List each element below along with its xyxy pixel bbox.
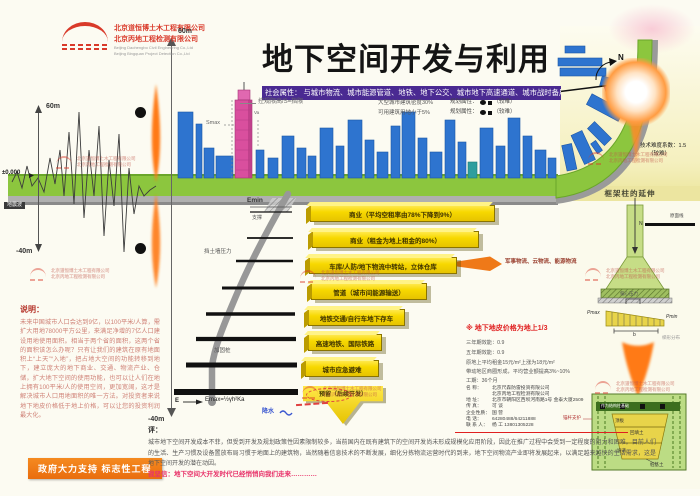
rating-box-icon	[487, 110, 492, 115]
city-buildings	[177, 111, 557, 179]
econ-title: ※ 地下地皮价格为地上1/3	[466, 325, 548, 332]
backfill-label: 回填土	[630, 430, 644, 435]
b-dim-label: b	[633, 332, 636, 338]
axis-center-top: 60m	[178, 28, 193, 35]
planning-rating-2: 规划属性： （较难）	[450, 109, 516, 116]
econ-line-5: 工期：36个月	[466, 378, 498, 384]
page-title: 地下空间开发与利用	[262, 42, 550, 77]
load-flame	[622, 342, 654, 397]
subtitle-bar: 社会属性： 与城市物流、城市能源管道、地铁、地下公交、城市地下高速通道、城市战时…	[262, 86, 561, 100]
red-divider	[455, 432, 628, 433]
plan-note-label: 作为结构柱基础	[601, 403, 629, 408]
dewater-wave-icon	[279, 410, 293, 416]
logistics-note: 军事物流、云物流、能源物流	[505, 259, 577, 265]
comment-title: 评：	[148, 427, 162, 434]
econ-line-3: 原地上平均租金15元/m²上涨为18元/m²	[466, 360, 555, 366]
difficulty-note-2: （较难）	[648, 151, 671, 157]
distribution-label: 梯形分布	[662, 335, 680, 340]
reinforce-label: 加固桩	[214, 348, 231, 354]
axis-left-zero: ±0.000	[2, 170, 21, 176]
emin-label: Emin	[247, 197, 263, 204]
emax-formula: Emax=½γh²Ka	[205, 397, 245, 403]
rating-dot-icon	[479, 110, 486, 116]
panel-header-label: 框架柱的延伸	[604, 189, 656, 198]
company-name-cn1: 北京道恒博土木工程有限公司	[114, 25, 205, 32]
ramp-label: 坡道	[617, 448, 626, 453]
plan-diagram	[583, 393, 687, 471]
e-arrow	[183, 399, 203, 405]
pile-label: 桩基土	[650, 462, 664, 467]
density-note: 大型城市建筑密度30%	[378, 100, 434, 106]
comment-body: 城市地下空间开发成本不菲，但受到开发及规划政策性因素限制较多，当前国内在既有建筑…	[148, 440, 656, 467]
guide-lines	[224, 100, 259, 178]
pmin-label: Pmin	[666, 314, 678, 320]
planning-rating-1: 规划属性： （较难）	[450, 99, 516, 106]
axis-center-bottom: -40m	[148, 416, 165, 423]
smax-label: Smax	[206, 120, 221, 126]
company-names: 北京道恒博土木工程有限公司 北京丙地工程检测有限公司 Beijing Daohe…	[114, 24, 205, 57]
econ-marker-icon: ※	[466, 325, 473, 332]
footing-diagram	[597, 198, 695, 304]
eccentric-label: 偏心压力	[620, 291, 638, 296]
econ-line-2: 五年期效能：0.9	[466, 350, 505, 356]
company-logo	[62, 22, 108, 50]
rating-dot-icon	[479, 100, 486, 106]
bar-emergency-shelter: 城市应急避难	[305, 360, 379, 377]
government-banner: 政府大力支持 标志性工程	[28, 458, 162, 479]
pmax-label: Pmax	[587, 310, 600, 316]
logo-arc-icon	[62, 22, 108, 42]
seismic-label: 地震波	[4, 202, 26, 209]
leader-line	[240, 103, 256, 104]
retaining-wall	[208, 190, 296, 406]
econ-line-4: 带动地区商圈形成，平均营业额提高3%~10%	[466, 369, 570, 375]
settlement-badge-icon	[135, 243, 146, 254]
slab-label: 顶板	[615, 418, 624, 423]
pink-tower	[234, 82, 253, 179]
uplift-flames	[151, 84, 161, 288]
va-label: Va	[254, 110, 260, 115]
e-label: E	[175, 398, 180, 404]
econ-line-1: 三年期效能：0.9	[466, 340, 505, 346]
support-label: 支撑	[252, 215, 263, 221]
difficulty-note-1: 技术难度系数：1.5	[640, 143, 687, 149]
logo-dashes-icon	[62, 44, 108, 46]
comment-highlight: 我坚信：地下空间大开发时代已经悄悄向我们走来…………	[148, 471, 317, 478]
contact-block: 名 称： 北京尺森防雷投资有限公司 北京丙地工程检测有限公司 地 址： 北京市朝阳区…	[466, 386, 584, 428]
explain-body: 未来中国城市人口会达到9亿，以100平米/人算，需扩大用地78000平方公里，来…	[20, 319, 160, 419]
planning-value: （较难）	[493, 99, 516, 105]
axis-left-top: 60m	[46, 103, 61, 110]
bar-commercial-1: 商业（平均空租率由78%下降到9%）	[310, 205, 495, 222]
planning-label: 规划属性：	[450, 99, 478, 105]
bar-metro-parking: 地铁交通/自行车地下存车	[308, 309, 405, 326]
bar-highspeed-rail: 高速地铁、国际铁路	[308, 334, 382, 351]
focus-glow-icon	[602, 58, 670, 126]
company-name-en1: Beijing Daohengbo Civil Engineering Co.,…	[114, 45, 193, 50]
company-name-en2: Beijing Bingquan Project Detection Co.,L…	[114, 51, 190, 56]
logistics-arrow-icon	[457, 256, 502, 271]
company-name-cn2: 北京丙地工程检测有限公司	[114, 35, 198, 43]
ground-line-label: 原面线	[670, 213, 684, 218]
rating-box-icon	[487, 100, 492, 105]
pressure-triangle	[605, 298, 665, 334]
wall-pressure-label: 挡土墙压力	[204, 249, 232, 255]
seismic-wave	[11, 111, 157, 253]
compass-n-label: N	[618, 53, 624, 62]
bar-pipelines: 管道（城市间能源输送）	[311, 283, 427, 300]
land-note: 可用建筑用地小于5%	[378, 110, 430, 116]
axis-left-bottom: -40m	[16, 248, 33, 255]
uplift-badge-icon	[135, 107, 146, 118]
red-annotation-oval	[306, 388, 352, 402]
force-n-label: N	[639, 221, 643, 227]
bar-commercial-2: 商业（租金为地上租金的80%）	[312, 231, 479, 248]
axes	[29, 37, 176, 417]
explain-title: 说明：	[20, 305, 44, 314]
bar-garage-logistics: 车库/人防/地下物流中转站，立体仓库	[309, 257, 457, 274]
dewater-label: 降水	[262, 409, 275, 415]
height-limit-note: 控规限高/S=指限	[258, 99, 304, 105]
anchor-label: 锚杆支护	[563, 415, 581, 420]
struts	[174, 206, 298, 395]
